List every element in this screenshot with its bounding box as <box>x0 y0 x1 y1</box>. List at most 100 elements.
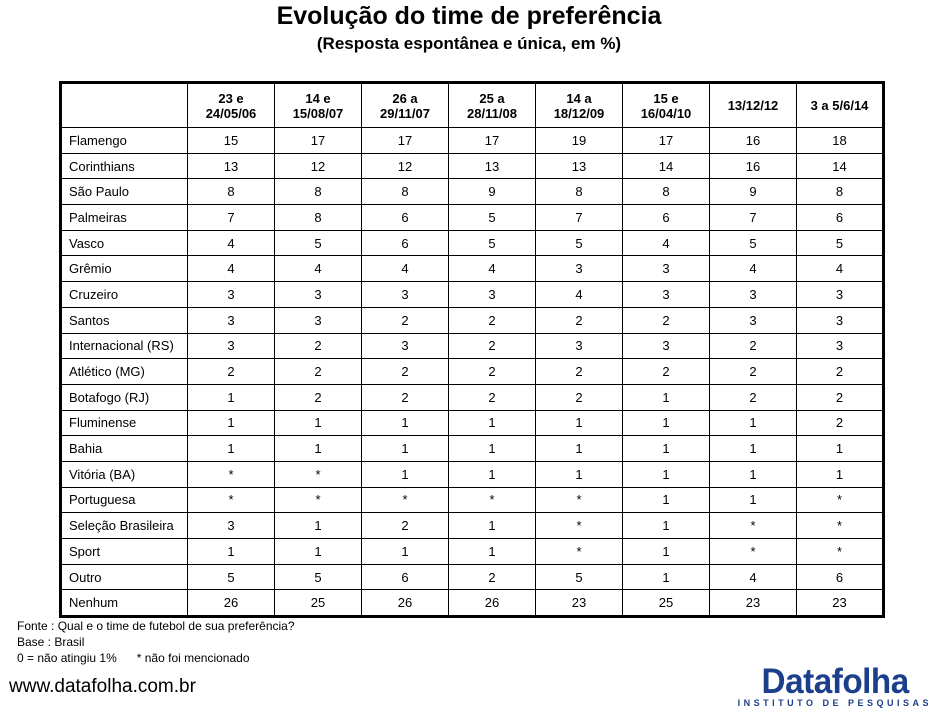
column-header-line: 23 e <box>218 90 244 106</box>
value-cell: 4 <box>709 563 797 591</box>
value-cell: 3 <box>535 332 623 360</box>
value-cell: 6 <box>796 204 884 231</box>
value-cell: 9 <box>448 178 536 206</box>
value-cell: 17 <box>274 127 362 154</box>
value-cell: 5 <box>709 229 797 257</box>
value-cell: * <box>796 512 884 539</box>
table-row: Botafogo (RJ) 1 2 2 2 2 1 2 2 <box>60 383 884 411</box>
table-header-row: 23 e 24/05/06 14 e 15/08/07 26 a 29/11/07 25 a… <box>60 82 884 128</box>
value-cell: 4 <box>361 255 449 283</box>
value-cell: 5 <box>535 229 623 257</box>
value-cell: 3 <box>796 306 884 334</box>
value-cell: 1 <box>622 512 710 539</box>
value-cell: 1 <box>274 538 362 565</box>
value-cell: 17 <box>448 127 536 154</box>
value-cell: 3 <box>274 306 362 334</box>
value-cell: 1 <box>187 409 275 437</box>
value-cell: 8 <box>796 178 884 206</box>
value-cell: 1 <box>622 460 710 488</box>
value-cell: 13 <box>187 152 275 180</box>
value-cell: 2 <box>535 306 623 334</box>
column-header: 15 e 16/04/10 <box>622 82 710 128</box>
value-cell: 4 <box>187 229 275 257</box>
value-cell: 2 <box>448 332 536 360</box>
team-name-cell: Bahia <box>60 435 188 462</box>
table-row: Portuguesa * * * * * 1 1 * <box>60 486 884 514</box>
value-cell: * <box>187 486 275 514</box>
value-cell: 3 <box>187 512 275 539</box>
value-cell: 5 <box>187 563 275 591</box>
team-name-cell: Seleção Brasileira <box>60 512 188 539</box>
value-cell: 3 <box>709 306 797 334</box>
value-cell: 3 <box>361 332 449 360</box>
value-cell: 2 <box>709 383 797 411</box>
source-note: Fonte : Qual e o time de futebol de sua … <box>17 619 295 633</box>
value-cell: 8 <box>622 178 710 206</box>
column-header: 23 e 24/05/06 <box>187 82 275 128</box>
team-name-cell: Fluminense <box>60 409 188 437</box>
header-corner-cell <box>60 82 188 128</box>
value-cell: 17 <box>361 127 449 154</box>
column-header: 26 a 29/11/07 <box>361 82 449 128</box>
value-cell: 1 <box>535 435 623 462</box>
value-cell: 26 <box>361 589 449 618</box>
value-cell: 7 <box>187 204 275 231</box>
team-name-cell: Outro <box>60 563 188 591</box>
table-row: Seleção Brasileira 3 1 2 1 * 1 * * <box>60 512 884 539</box>
logo-tagline: INSTITUTO DE PESQUISAS <box>737 698 932 708</box>
value-cell: 14 <box>796 152 884 180</box>
value-cell: 3 <box>535 255 623 283</box>
value-cell: 8 <box>274 204 362 231</box>
value-cell: 2 <box>448 306 536 334</box>
value-cell: 2 <box>361 358 449 385</box>
value-cell: 2 <box>709 332 797 360</box>
column-header-line: 15/08/07 <box>292 105 344 121</box>
value-cell: 26 <box>448 589 536 618</box>
column-header-line: 13/12/12 <box>727 98 779 113</box>
table-row: Internacional (RS) 3 2 3 2 3 3 2 3 <box>60 332 884 360</box>
value-cell: 8 <box>535 178 623 206</box>
value-cell: 1 <box>361 460 449 488</box>
table-row: Vitória (BA) * * 1 1 1 1 1 1 <box>60 460 884 488</box>
table-row: São Paulo 8 8 8 9 8 8 9 8 <box>60 178 884 206</box>
value-cell: 12 <box>274 152 362 180</box>
logo-brand: Datafolha <box>761 662 909 701</box>
value-cell: 1 <box>361 435 449 462</box>
value-cell: 25 <box>274 589 362 618</box>
value-cell: 1 <box>709 460 797 488</box>
column-header: 25 a 28/11/08 <box>448 82 536 128</box>
value-cell: 17 <box>622 127 710 154</box>
value-cell: 1 <box>274 409 362 437</box>
value-cell: * <box>709 512 797 539</box>
value-cell: 25 <box>622 589 710 618</box>
value-cell: 6 <box>796 563 884 591</box>
column-header-line: 28/11/08 <box>467 105 517 121</box>
column-header: 14 e 15/08/07 <box>274 82 362 128</box>
value-cell: 26 <box>187 589 275 618</box>
value-cell: * <box>709 538 797 565</box>
value-cell: 2 <box>448 563 536 591</box>
table-body: Flamengo 15 17 17 17 19 17 16 18 Corinthians 13 12 1… <box>60 127 884 618</box>
value-cell: 1 <box>361 409 449 437</box>
value-cell: 1 <box>622 383 710 411</box>
table-row: Grêmio 4 4 4 4 3 3 4 4 <box>60 255 884 283</box>
column-header: 3 a 5/6/14 <box>796 82 884 128</box>
team-name-cell: Vitória (BA) <box>60 460 188 488</box>
table-row: Palmeiras 7 8 6 5 7 6 7 6 <box>60 204 884 231</box>
value-cell: 1 <box>274 512 362 539</box>
column-header-line: 29/11/07 <box>380 105 430 121</box>
column-header-line: 18/12/09 <box>553 105 605 121</box>
value-cell: 2 <box>796 358 884 385</box>
value-cell: 1 <box>622 486 710 514</box>
team-name-cell: Flamengo <box>60 127 188 154</box>
value-cell: 1 <box>187 383 275 411</box>
value-cell: 2 <box>709 358 797 385</box>
team-name-cell: Cruzeiro <box>60 281 188 308</box>
value-cell: 23 <box>709 589 797 618</box>
value-cell: 1 <box>709 409 797 437</box>
table-row: Bahia 1 1 1 1 1 1 1 1 <box>60 435 884 462</box>
base-note: Base : Brasil <box>17 635 85 649</box>
table-row: Nenhum 26 25 26 26 23 25 23 23 <box>60 589 884 618</box>
team-name-cell: Grêmio <box>60 255 188 283</box>
value-cell: 5 <box>796 229 884 257</box>
